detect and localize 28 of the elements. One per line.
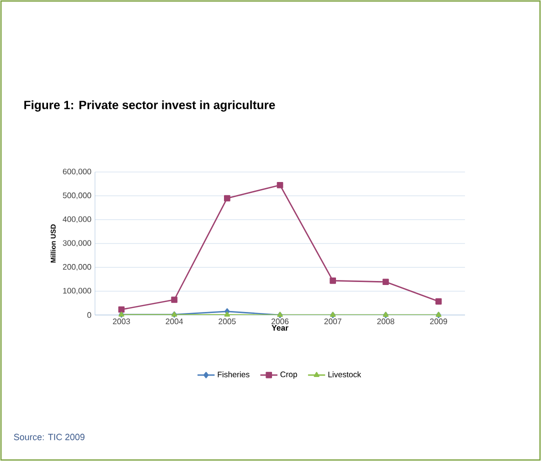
point [171,296,178,303]
y-tick-label: 600,000 [62,168,92,176]
x-tick-label: 2004 [166,318,183,324]
point [224,312,230,317]
x-axis-title: Year [272,325,288,331]
x-tick-label: 2007 [324,318,342,324]
source-note: Source: TIC 2009 [14,434,84,440]
point [330,278,336,284]
point [382,278,389,286]
point [276,182,284,188]
legend-label: Fisheries [218,371,250,378]
y-tick-label: 500,000 [62,192,92,200]
y-tick-label: 200,000 [62,264,92,271]
y-tick-label: 400,000 [62,216,92,223]
y-tick-label: 100,000 [63,288,92,294]
x-tick-label: 2005 [218,318,236,324]
point [224,195,230,202]
x-tick-label: 2003 [112,318,130,324]
x-tick-label: 2009 [430,318,448,324]
x-tick-label: 2008 [377,318,394,324]
legend-label: Livestock [328,371,362,378]
point [118,306,125,313]
y-tick-label: 0 [87,312,92,318]
x-tick-label: 2006 [272,318,289,324]
chart-title: Figure 1: Private sector invest in agriculture [24,100,275,112]
legend-label: Crop [280,372,298,379]
y-tick-label: 300,000 [62,240,92,247]
point [435,298,442,305]
